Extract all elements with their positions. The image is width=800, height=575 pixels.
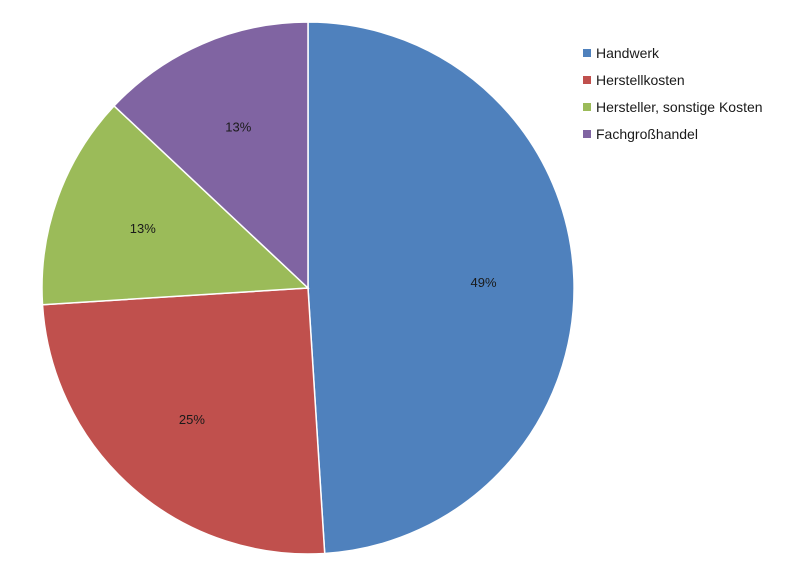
data-label-fachgrosshandel: 13% (225, 119, 251, 134)
data-label-hersteller-sonstige-kosten: 13% (130, 221, 156, 236)
legend-label: Handwerk (596, 44, 660, 61)
pie-data-labels: 49% 25% 13% 13% (130, 119, 497, 427)
legend-swatch (583, 129, 591, 138)
chart-legend: Handwerk Herstellkosten Hersteller, sonsti… (583, 39, 763, 147)
data-label-herstellkosten: 25% (179, 412, 205, 427)
legend-item-fachgrosshandel: Fachgroßhandel (583, 120, 763, 147)
pie-slice-handwerk (307, 21, 575, 555)
data-label-handwerk: 49% (470, 275, 496, 290)
legend-swatch (583, 102, 591, 111)
legend-item-hersteller-sonstige-kosten: Hersteller, sonstige Kosten (583, 93, 763, 120)
legend-item-handwerk: Handwerk (583, 39, 763, 66)
pie-slices (41, 21, 575, 555)
legend-label: Hersteller, sonstige Kosten (596, 98, 763, 115)
legend-swatch (583, 48, 591, 57)
pie-slice-herstellkosten (41, 287, 326, 555)
legend-label: Fachgroßhandel (596, 125, 698, 142)
legend-swatch (583, 75, 591, 84)
legend-label: Herstellkosten (596, 71, 685, 88)
legend-item-herstellkosten: Herstellkosten (583, 66, 763, 93)
pie-slice-hersteller-sonstige-kosten (41, 104, 310, 306)
pie-slice-fachgrosshandel (113, 21, 309, 290)
